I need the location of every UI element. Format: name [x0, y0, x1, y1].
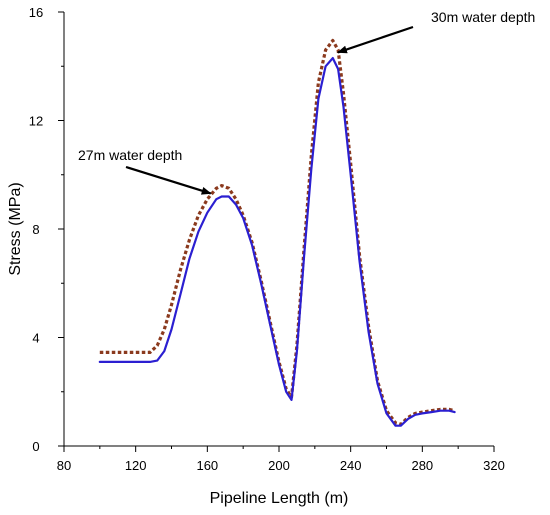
x-tick-label: 80 [57, 458, 71, 473]
series-line-dotted [99, 38, 455, 426]
series-group [98, 38, 456, 427]
x-tick-label: 320 [483, 458, 505, 473]
y-tick-label: 8 [32, 222, 39, 237]
x-tick-label: 200 [268, 458, 290, 473]
x-axis-title: Pipeline Length (m) [210, 490, 349, 507]
annotation-arrow [336, 25, 414, 54]
axes: 80 120 160 200 240 280 320 0 4 8 12 16 [29, 5, 505, 473]
y-tick-label: 12 [29, 114, 43, 129]
x-tick-label: 120 [125, 458, 147, 473]
y-tick-label: 4 [32, 331, 39, 346]
y-tick-label: 0 [32, 439, 39, 454]
annotation-label: 30m water depth [431, 9, 535, 25]
annotations: 27m water depth 30m water depth [78, 9, 535, 195]
annotation-label: 27m water depth [78, 147, 182, 163]
x-tick-label: 160 [196, 458, 218, 473]
series-line-solid [98, 56, 456, 427]
y-axis-title: Stress (MPa) [7, 182, 24, 275]
annotation-arrow [125, 165, 212, 195]
y-tick-label: 16 [29, 5, 43, 20]
x-tick-label: 280 [411, 458, 433, 473]
x-tick-label: 240 [340, 458, 362, 473]
